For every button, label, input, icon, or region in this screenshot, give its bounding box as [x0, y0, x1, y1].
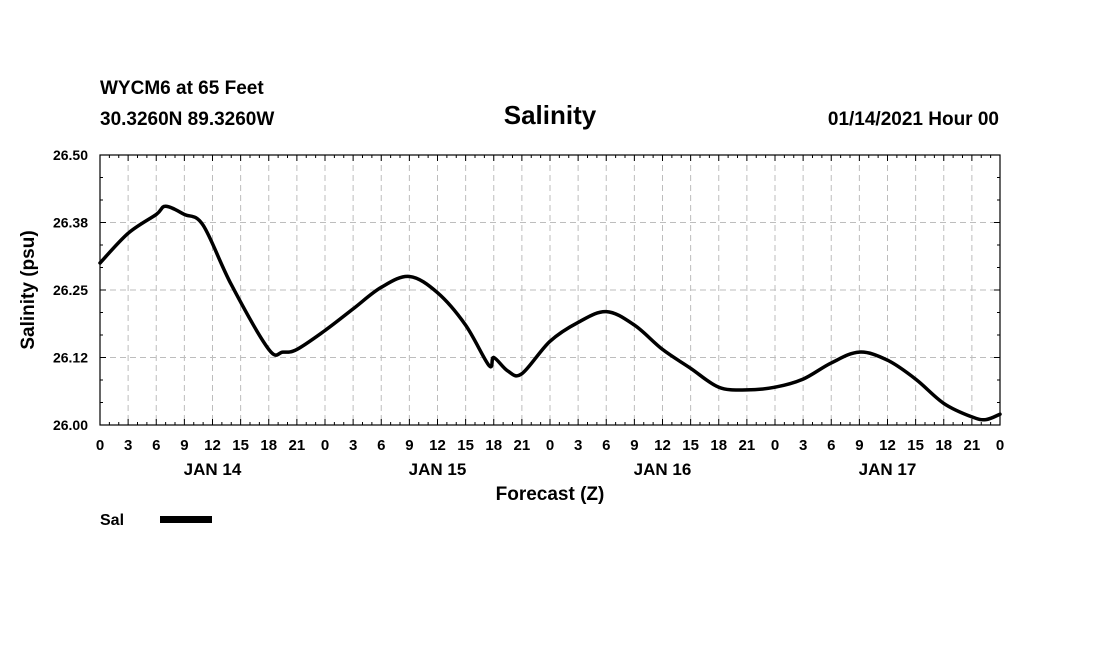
x-tick-label: 21	[964, 437, 981, 454]
x-tick-label: 9	[630, 437, 638, 454]
x-tick-label: 3	[124, 437, 132, 454]
x-tick-label: 9	[855, 437, 863, 454]
x-tick-label: 9	[180, 437, 188, 454]
y-tick-labels: 26.00 26.12 26.25 26.38 26.50	[53, 147, 88, 433]
y-tick-label: 26.00	[53, 417, 88, 433]
x-tick-label: 21	[514, 437, 531, 454]
x-tick-label: 12	[654, 437, 671, 454]
y-tick-label: 26.50	[53, 147, 88, 163]
x-tick-label: 3	[349, 437, 357, 454]
x-tick-label: 0	[771, 437, 779, 454]
x-tick-label: 0	[546, 437, 554, 454]
x-tick-label: 6	[377, 437, 385, 454]
x-tick-label: 18	[260, 437, 277, 454]
x-tick-labels: 0 3 6 9 12 15 18 21 0 3 6 9 12 15 18 21 0 3 6 9 12 15 18 21 0 3 6 9…	[96, 437, 1004, 454]
x-tick-label: 21	[739, 437, 756, 454]
legend-swatch	[160, 516, 212, 523]
legend-label: Sal	[100, 512, 124, 529]
x-tick-label: 15	[682, 437, 699, 454]
forecast-timestamp: 01/14/2021 Hour 00	[828, 109, 999, 130]
y-axis-title: Salinity (psu)	[18, 230, 39, 349]
x-tick-label: 12	[429, 437, 446, 454]
x-tick-label: 6	[827, 437, 835, 454]
x-tick-label: 12	[204, 437, 221, 454]
x-tick-label: 0	[96, 437, 104, 454]
x-tick-label: 6	[152, 437, 160, 454]
salinity-series-line	[98, 204, 1002, 422]
x-tick-label: 15	[457, 437, 474, 454]
y-tick-label: 26.12	[53, 350, 88, 366]
x-tick-label: 0	[996, 437, 1004, 454]
x-tick-label: 0	[321, 437, 329, 454]
x-tick-label: 18	[710, 437, 727, 454]
x-tick-label: 12	[879, 437, 896, 454]
station-label: WYCM6 at 65 Feet	[100, 78, 264, 99]
x-tick-label: 18	[935, 437, 952, 454]
day-label: JAN 16	[634, 460, 692, 479]
coordinates-label: 30.3260N 89.3260W	[100, 109, 274, 130]
x-tick-label: 3	[574, 437, 582, 454]
legend: Sal	[100, 512, 212, 529]
y-tick-label: 26.38	[53, 215, 88, 231]
grid-lines	[100, 155, 1000, 425]
x-tick-label: 3	[799, 437, 807, 454]
x-tick-label: 18	[485, 437, 502, 454]
y-tick-label: 26.25	[53, 282, 88, 298]
x-axis-title: Forecast (Z)	[496, 484, 605, 505]
x-tick-label: 9	[405, 437, 413, 454]
day-label: JAN 15	[409, 460, 467, 479]
x-tick-label: 15	[232, 437, 249, 454]
day-labels: JAN 14 JAN 15 JAN 16 JAN 17	[184, 460, 917, 479]
x-tick-label: 6	[602, 437, 610, 454]
day-label: JAN 17	[859, 460, 917, 479]
day-label: JAN 14	[184, 460, 242, 479]
plot-frame	[99, 154, 1001, 426]
x-tick-label: 21	[289, 437, 306, 454]
chart-title: Salinity	[504, 100, 597, 130]
x-tick-label: 15	[907, 437, 924, 454]
